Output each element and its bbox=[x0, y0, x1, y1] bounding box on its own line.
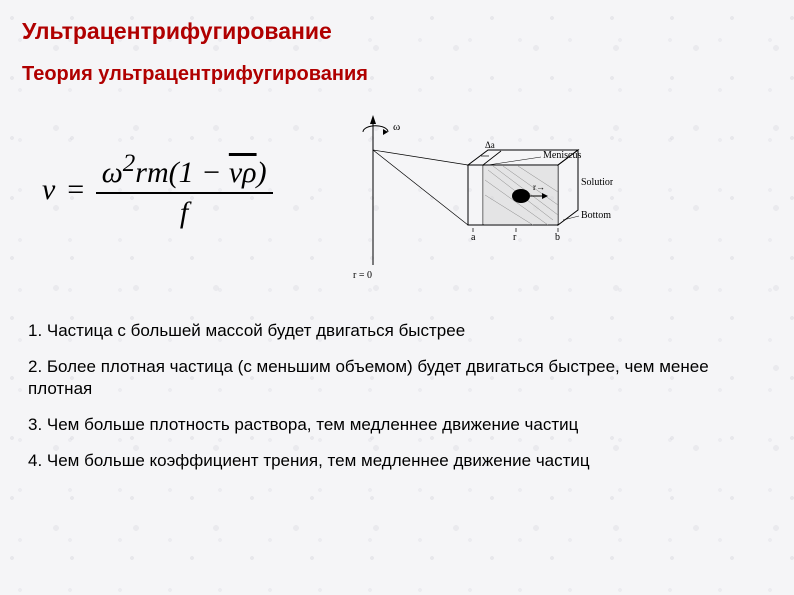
label-a: a bbox=[471, 232, 476, 243]
list-item: 2. Более плотная частица (с меньшим объе… bbox=[28, 356, 772, 400]
list-item: 4. Чем больше коэффициент трения, тем ме… bbox=[28, 450, 772, 472]
label-meniscus: Meniscus bbox=[543, 150, 581, 161]
label-r0: r = 0 bbox=[353, 270, 372, 281]
label-b: b bbox=[555, 232, 560, 243]
label-r: r bbox=[513, 232, 517, 243]
label-solution: Solution bbox=[581, 177, 613, 188]
formula-equals: = bbox=[65, 173, 85, 207]
label-r-arrow: r→ bbox=[533, 182, 545, 192]
label-bottom: Bottom bbox=[581, 210, 611, 221]
page-title: Ультрацентрифугирование bbox=[22, 18, 772, 45]
label-omega: ω bbox=[393, 121, 400, 133]
formula: v = ω2rm(1 − vρ) f bbox=[42, 150, 273, 230]
label-da: Δa bbox=[485, 140, 495, 150]
num-rm: rm(1 − bbox=[135, 156, 229, 189]
content-row: v = ω2rm(1 − vρ) f ω r = 0 bbox=[22, 110, 772, 290]
principles-list: 1. Частица с большей массой будет двигат… bbox=[22, 320, 772, 472]
formula-numerator: ω2rm(1 − vρ) bbox=[96, 150, 273, 194]
list-item: 3. Чем больше плотность раствора, тем ме… bbox=[28, 414, 772, 436]
num-close: ) bbox=[257, 156, 267, 189]
page-subtitle: Теория ультрацентрифугирования bbox=[22, 63, 772, 86]
formula-fraction: ω2rm(1 − vρ) f bbox=[96, 150, 273, 230]
num-omega: ω bbox=[102, 156, 123, 189]
num-overline: vρ bbox=[229, 156, 257, 189]
formula-lhs: v bbox=[42, 173, 55, 207]
formula-denominator: f bbox=[180, 194, 188, 230]
centrifuge-diagram: ω r = 0 r→ Δa bbox=[313, 110, 613, 290]
num-sup: 2 bbox=[123, 150, 136, 177]
list-item: 1. Частица с большей массой будет двигат… bbox=[28, 320, 772, 342]
